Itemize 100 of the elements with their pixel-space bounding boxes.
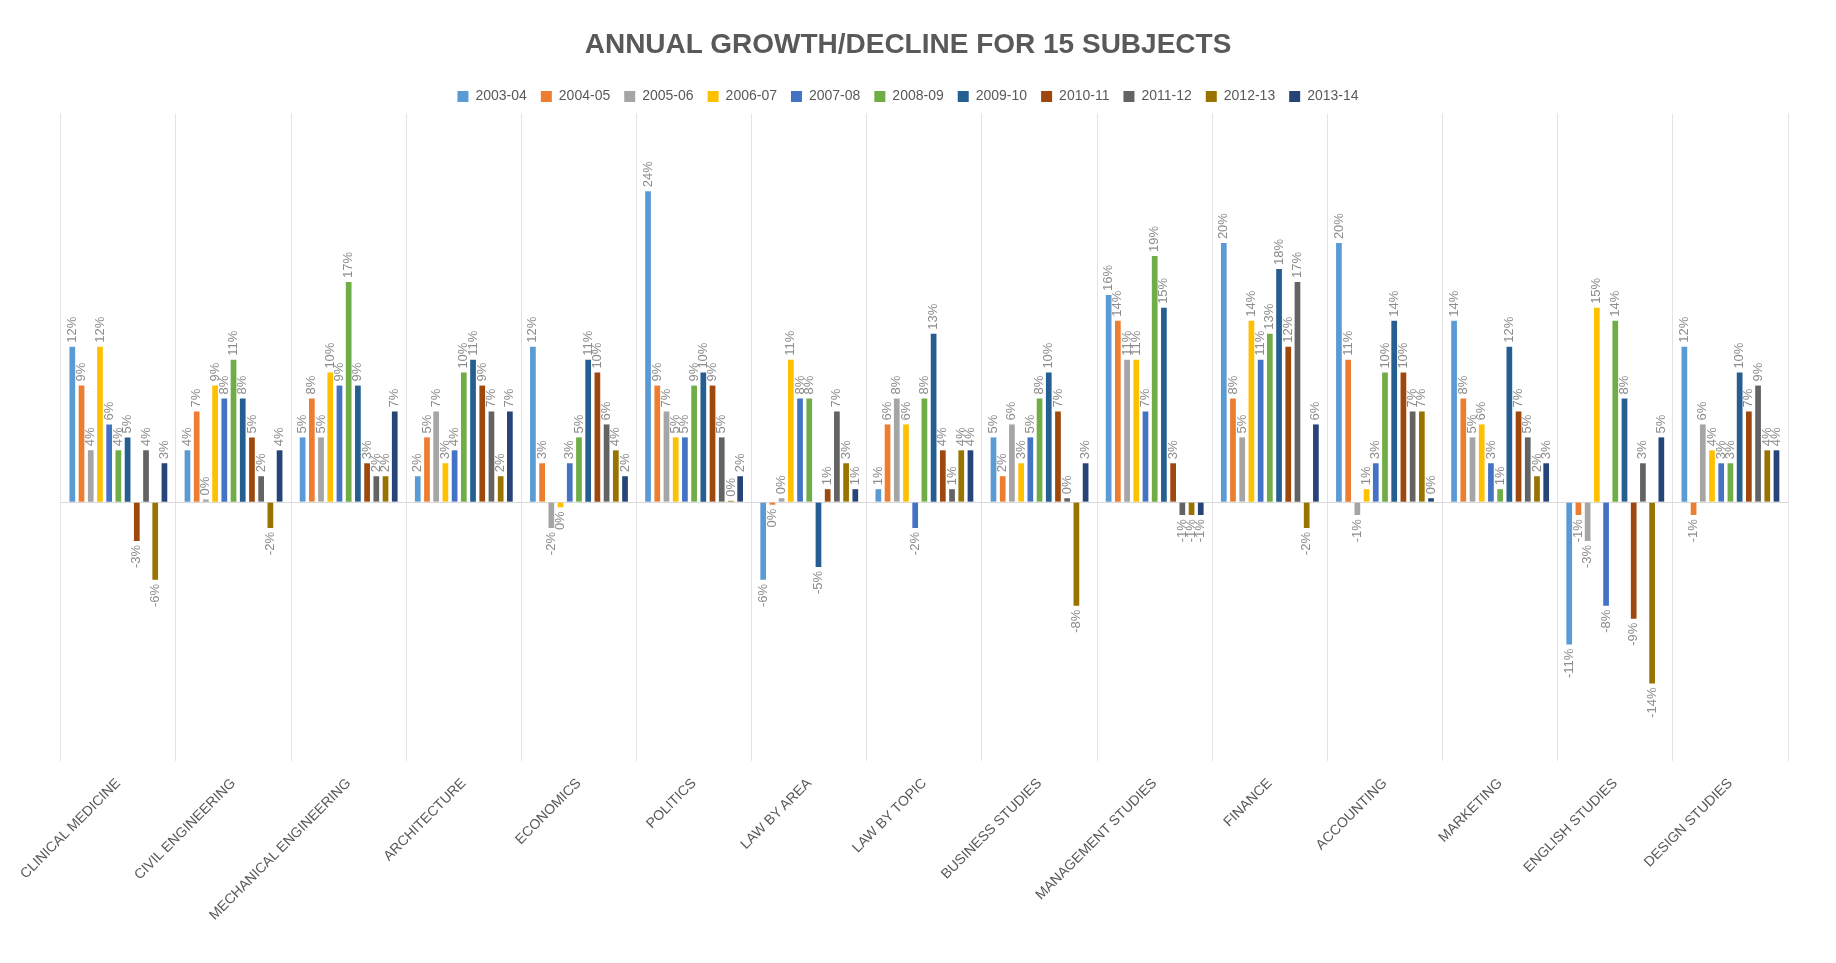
bar [1220,243,1227,502]
data-label: -6% [146,583,162,607]
data-label: 14% [1606,290,1622,317]
data-label: 3% [561,440,577,460]
data-label: 3% [1164,440,1180,460]
data-label: 8% [303,375,319,395]
data-label: 0% [552,510,568,531]
bar [566,463,573,502]
data-label: 1% [943,465,959,486]
legend-label: 2007-08 [808,87,861,104]
data-label: 0% [773,475,789,495]
bar [1524,437,1531,502]
data-label: 7% [828,388,844,408]
legend-label: 2009-10 [975,87,1028,104]
bar [212,385,218,502]
data-label: -1% [1685,518,1701,543]
data-label: 4% [934,427,950,447]
legend-label: 2011-12 [1141,87,1192,104]
data-label: -2% [261,531,277,556]
data-label: 0% [763,508,779,528]
data-label: 14% [1385,290,1401,317]
bar [672,437,679,502]
bar [718,437,725,502]
data-label: 3% [1077,440,1093,460]
data-label: 3% [1012,440,1028,460]
bar [999,476,1006,502]
bar [682,437,688,502]
bar [824,489,831,502]
bar [1506,346,1513,502]
data-label: 24% [639,160,655,188]
bar [1045,372,1052,502]
data-label: 9% [648,362,664,382]
data-label: 12% [1279,316,1295,343]
bar [585,359,592,502]
bar [903,424,909,502]
bar [1239,437,1246,502]
data-label: 5% [243,414,259,434]
data-label: 5% [1519,414,1535,434]
bar [654,385,661,502]
bar [460,372,467,502]
data-label: -6% [754,583,770,607]
data-label: 4% [271,427,287,447]
bar [1418,411,1425,502]
data-label: 13% [1261,303,1277,330]
data-label: 16% [1100,264,1116,291]
bar [1345,359,1351,502]
bar [69,346,76,502]
bar [345,281,352,502]
bar [433,411,440,502]
bar [852,489,859,502]
data-label: 0% [1058,475,1074,495]
bar [691,385,697,502]
bar [1391,320,1398,502]
data-label: 8% [915,375,931,395]
data-label: 7% [386,388,402,408]
data-label: 7% [427,388,443,408]
bar [308,398,315,502]
bar [1197,502,1204,516]
bar [1161,307,1167,502]
bar [1478,424,1485,502]
bar [1064,498,1071,502]
bar [1230,398,1236,502]
data-label: 1% [819,465,835,486]
bar [97,346,103,502]
data-label: 9% [473,362,489,382]
bar [193,411,200,502]
data-label: 5% [418,414,434,434]
data-label: 0% [1422,475,1438,495]
data-label: 15% [1155,277,1171,304]
bar [1755,385,1761,502]
bar [391,411,398,502]
bar [949,489,955,502]
bar [497,476,504,502]
bar [1009,424,1015,502]
data-label: 3% [1482,440,1498,460]
bar [327,372,334,502]
bar [1497,489,1503,502]
data-label: 18% [1270,238,1286,266]
data-label: 7% [1049,388,1065,408]
bar [834,411,840,502]
bar [737,476,744,502]
data-label: 8% [1454,375,1470,395]
bar [1630,502,1637,619]
data-label: 0% [197,476,213,496]
bar [1699,424,1706,502]
bar [152,502,159,580]
bar [221,398,228,502]
bar [1584,502,1591,541]
data-label: 2% [994,453,1010,473]
bar [843,463,849,502]
bar [760,502,767,580]
bar [364,463,370,502]
data-label: 12% [1500,316,1516,343]
data-label: 2% [616,453,632,473]
data-label: 5% [294,414,310,434]
data-label: 11% [782,330,798,356]
data-label: -9% [1625,622,1641,646]
data-label: 12% [63,316,79,343]
bar [1718,463,1725,502]
bar [1612,320,1619,502]
